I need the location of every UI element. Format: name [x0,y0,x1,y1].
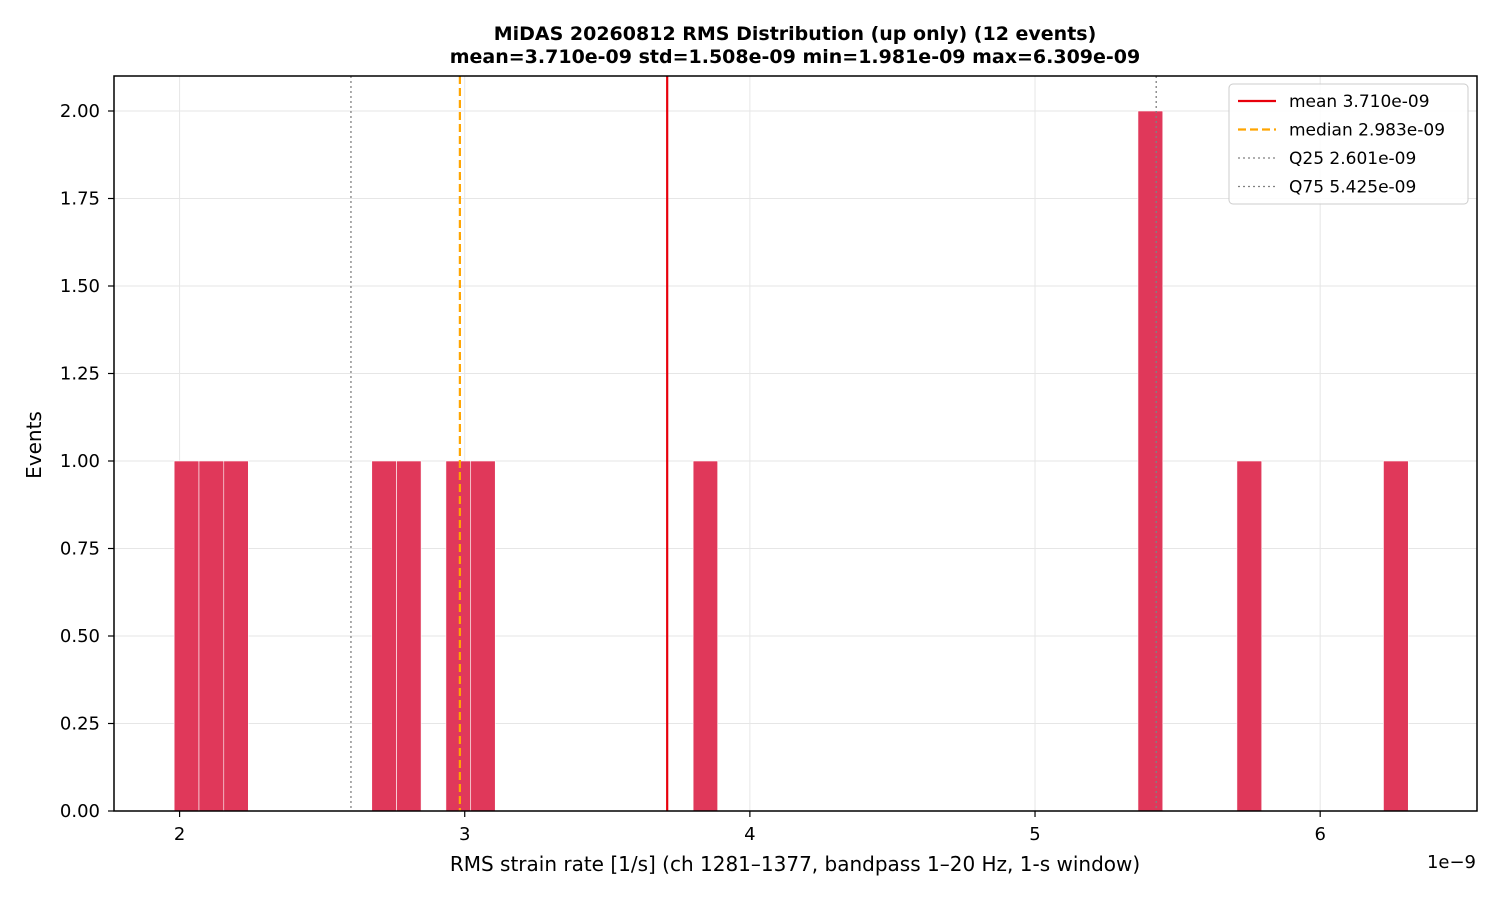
histogram-bar [198,460,225,812]
histogram-bars [173,110,1409,812]
legend-Q25-label: Q25 2.601e-09 [1289,149,1416,169]
histogram-bar [470,460,496,812]
y-tick-label: 0.25 [60,714,100,735]
reference-lines [350,76,1157,811]
x-tick-label: 2 [174,824,185,845]
x-offset-label: 1e−9 [1427,852,1476,873]
y-tick-label: 0.00 [60,801,100,822]
legend-mean-label: mean 3.710e-09 [1289,92,1430,112]
legend-Q75-label: Q75 5.425e-09 [1289,178,1416,198]
histogram-bar [692,460,718,812]
y-axis-label: Events [22,411,46,479]
histogram-bar [371,460,397,812]
histogram-bar [396,460,422,812]
x-axis-label: RMS strain rate [1/s] (ch 1281–1377, ban… [450,852,1140,876]
y-tick-label: 1.50 [60,276,100,297]
histogram-bar [173,460,200,812]
chart-title: MiDAS 20260812 RMS Distribution (up only… [494,23,1097,45]
y-tick-label: 0.50 [60,626,100,647]
x-tick-label: 3 [459,824,470,845]
histogram-bar [1383,460,1409,812]
y-axis-ticks: 0.00 0.25 0.50 0.75 1.00 1.25 1.50 1.75 2.00 [60,101,114,822]
x-tick-label: 6 [1314,824,1325,845]
x-axis-ticks: 2 3 4 5 6 [174,811,1326,845]
y-tick-label: 1.00 [60,451,100,472]
y-tick-label: 2.00 [60,101,100,122]
y-tick-label: 0.75 [60,539,100,560]
histogram-bar [1236,460,1263,812]
plot-frame [113,75,1478,812]
legend-median-label: median 2.983e-09 [1289,121,1445,141]
chart-subtitle: mean=3.710e-09 std=1.508e-09 min=1.981e-… [450,46,1141,68]
legend: mean 3.710e-09 median 2.983e-09 Q25 2.601e… [1228,83,1469,205]
histogram-bar [1137,110,1164,812]
legend-box [1228,83,1469,205]
y-tick-label: 1.25 [60,364,100,385]
y-tick-label: 1.75 [60,189,100,210]
x-tick-label: 4 [744,824,755,845]
histogram-bar [223,460,249,812]
x-tick-label: 5 [1029,824,1040,845]
histogram-bar [445,460,472,812]
